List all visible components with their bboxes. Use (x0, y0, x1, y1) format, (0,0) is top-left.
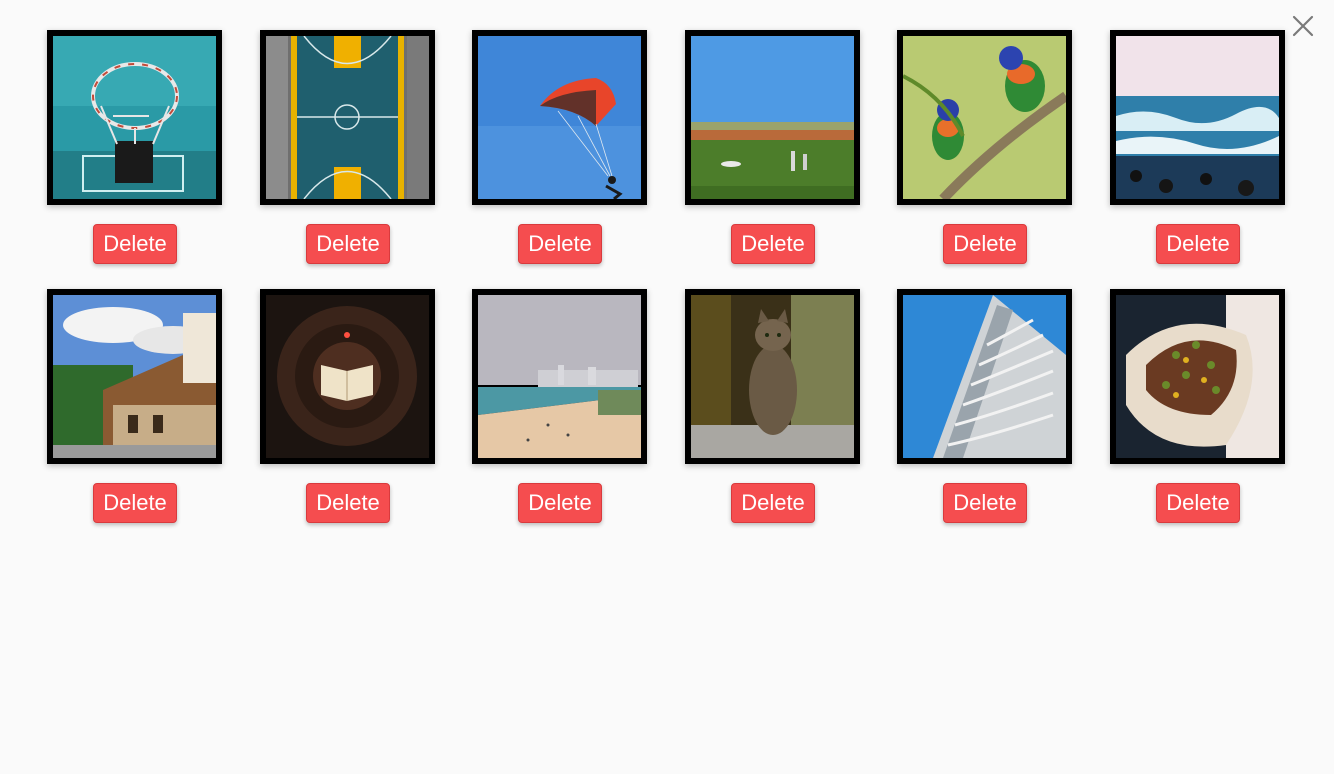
photo-thumbnail[interactable] (897, 30, 1072, 205)
skyscraper-image (903, 295, 1066, 458)
photo-card: Delete (1110, 30, 1285, 270)
delete-button[interactable]: Delete (943, 224, 1027, 264)
delete-button[interactable]: Delete (306, 224, 390, 264)
photo-thumbnail[interactable] (472, 289, 647, 464)
basketball-court-image (266, 36, 429, 199)
photo-thumbnail[interactable] (1110, 289, 1285, 464)
library-books-image (266, 295, 429, 458)
photo-card: Delete (1110, 289, 1285, 529)
photo-card: Delete (472, 30, 647, 270)
grass-field-image (691, 36, 854, 199)
close-button[interactable] (1289, 12, 1317, 40)
parrots-image (903, 36, 1066, 199)
delete-button[interactable]: Delete (731, 224, 815, 264)
photo-card: Delete (47, 289, 222, 529)
delete-button[interactable]: Delete (943, 483, 1027, 523)
photo-thumbnail[interactable] (47, 289, 222, 464)
photo-card: Delete (260, 289, 435, 529)
basketball-hoop-image (53, 36, 216, 199)
delete-button[interactable]: Delete (93, 224, 177, 264)
photo-card: Delete (897, 289, 1072, 529)
photo-card: Delete (685, 30, 860, 270)
close-icon (1292, 15, 1314, 37)
paraglider-image (478, 36, 641, 199)
photo-thumbnail[interactable] (897, 289, 1072, 464)
delete-button[interactable]: Delete (306, 483, 390, 523)
delete-button[interactable]: Delete (1156, 224, 1240, 264)
tabby-cat-image (691, 295, 854, 458)
food-taco-image (1116, 295, 1279, 458)
photo-thumbnail[interactable] (685, 30, 860, 205)
photo-thumbnail[interactable] (685, 289, 860, 464)
photo-card: Delete (897, 30, 1072, 270)
ocean-waves-image (1116, 36, 1279, 199)
delete-button[interactable]: Delete (518, 224, 602, 264)
photo-card: Delete (47, 30, 222, 270)
delete-button[interactable]: Delete (93, 483, 177, 523)
beach-city-image (478, 295, 641, 458)
photo-card: Delete (260, 30, 435, 270)
photo-card: Delete (472, 289, 647, 529)
photo-thumbnail[interactable] (1110, 30, 1285, 205)
photo-card: Delete (685, 289, 860, 529)
photo-thumbnail[interactable] (260, 289, 435, 464)
photo-thumbnail[interactable] (472, 30, 647, 205)
delete-button[interactable]: Delete (518, 483, 602, 523)
delete-button[interactable]: Delete (1156, 483, 1240, 523)
photo-thumbnail[interactable] (47, 30, 222, 205)
delete-button[interactable]: Delete (731, 483, 815, 523)
photo-thumbnail[interactable] (260, 30, 435, 205)
wooden-house-image (53, 295, 216, 458)
